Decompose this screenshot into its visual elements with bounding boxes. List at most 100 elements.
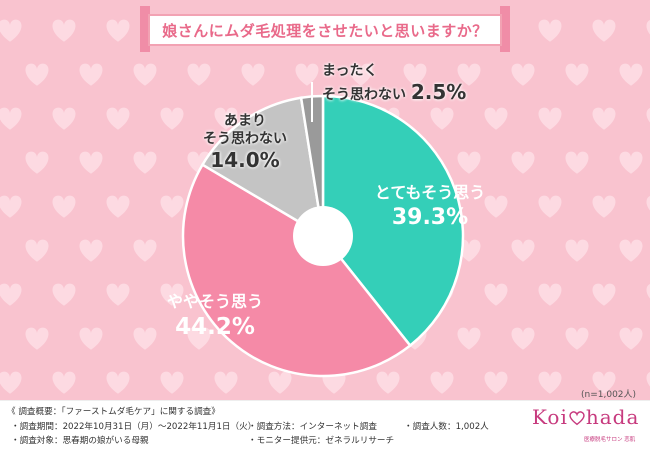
background-heart: [376, 371, 400, 394]
background-heart: [25, 63, 49, 86]
background-heart: [592, 283, 616, 306]
background-heart: [106, 283, 130, 306]
background-heart: [160, 371, 184, 394]
survey-footer: 《 調査概要：「ファーストムダ毛ケア」に関する調査》 ・調査期間：2022年10…: [0, 400, 650, 451]
slice-value-label: 14.0%: [210, 148, 280, 173]
background-heart: [160, 107, 184, 130]
background-heart: [295, 63, 319, 86]
background-heart: [619, 151, 643, 174]
background-heart: [79, 63, 103, 86]
background-heart: [241, 63, 265, 86]
background-heart: [457, 327, 481, 350]
slice-value-label: 2.5%: [410, 80, 467, 104]
background-heart: [349, 63, 373, 86]
logo-heart-icon: [569, 411, 585, 426]
background-heart: [484, 371, 508, 394]
background-heart: [538, 371, 562, 394]
background-heart: [160, 283, 184, 306]
background-heart: [52, 371, 76, 394]
pie-slice-2: [181, 163, 412, 378]
slice-category-line: そう思わない: [322, 87, 411, 103]
background-heart: [0, 195, 22, 218]
logo-text-right: hada: [585, 405, 640, 429]
slice-label-4: まったくそう思わない 2.5%: [322, 60, 482, 104]
background-heart: [484, 195, 508, 218]
background-heart: [565, 151, 589, 174]
background-heart: [565, 239, 589, 262]
background-heart: [214, 371, 238, 394]
background-heart: [79, 151, 103, 174]
background-heart: [0, 283, 22, 306]
background-heart: [0, 107, 22, 130]
pie-slice-3: [200, 96, 325, 239]
background-heart: [52, 107, 76, 130]
background-heart: [214, 107, 238, 130]
background-heart: [619, 239, 643, 262]
background-heart: [592, 19, 616, 42]
background-heart: [511, 327, 535, 350]
pie-slice-1: [321, 94, 465, 348]
background-heart: [646, 284, 650, 299]
background-heart: [79, 327, 103, 350]
survey-period: ・調査期間：2022年10月31日（月）～2022年11月1日（火）: [11, 422, 257, 432]
donut-chart: [181, 82, 465, 378]
survey-heading: 《 調査概要：「ファーストムダ毛ケア」に関する調査》: [7, 407, 220, 417]
background-heart: [52, 19, 76, 42]
background-heart: [646, 372, 650, 387]
sample-size-note: (n=1,002人): [581, 390, 637, 400]
chart-title: 娘さんにムダ毛処理をさせたいと思いますか？: [148, 14, 502, 46]
background-heart: [565, 63, 589, 86]
survey-method: ・調査方法：インターネット調査: [248, 422, 377, 432]
title-tab-left: [140, 6, 150, 52]
slice-category-line: あまり: [224, 113, 266, 129]
background-heart: [52, 195, 76, 218]
background-heart: [619, 327, 643, 350]
background-heart: [79, 239, 103, 262]
background-heart: [52, 283, 76, 306]
background-heart: [538, 283, 562, 306]
donut-hole: [293, 206, 353, 266]
slice-label-3: あまりそう思わない 14.0%: [190, 112, 300, 173]
background-heart: [106, 19, 130, 42]
background-heart: [565, 327, 589, 350]
survey-count: ・調査人数：1,002人: [404, 422, 489, 432]
background-heart: [511, 63, 535, 86]
background-heart: [430, 107, 454, 130]
background-heart: [592, 371, 616, 394]
background-heart: [592, 107, 616, 130]
slice-value-label: 39.3%: [391, 204, 469, 230]
background-heart: [25, 151, 49, 174]
background-heart: [592, 195, 616, 218]
background-heart: [619, 63, 643, 86]
background-heart: [646, 196, 650, 211]
slice-category-line: そう思わない: [203, 131, 287, 148]
background-heart: [484, 283, 508, 306]
background-heart: [457, 151, 481, 174]
background-heart: [646, 108, 650, 123]
logo-tagline: 医療脱毛サロン 恋肌: [584, 437, 636, 443]
slice-label-2: ややそう思う 44.2%: [150, 292, 280, 342]
background-heart: [0, 371, 22, 394]
title-tab-right: [500, 6, 510, 52]
background-heart: [403, 63, 427, 86]
background-heart: [106, 195, 130, 218]
background-heart: [160, 195, 184, 218]
slice-category-line: まったく: [322, 63, 378, 79]
background-heart: [133, 239, 157, 262]
background-heart: [511, 151, 535, 174]
background-heart: [133, 327, 157, 350]
background-heart: [511, 239, 535, 262]
background-heart: [25, 327, 49, 350]
slice-value-label: 44.2%: [175, 313, 255, 340]
background-heart: [538, 19, 562, 42]
survey-target: ・調査対象：思春期の娘がいる母親: [11, 436, 149, 446]
background-heart: [268, 371, 292, 394]
background-heart: [25, 239, 49, 262]
background-heart: [646, 20, 650, 35]
logo-text-left: Koi: [532, 405, 568, 429]
background-heart: [430, 371, 454, 394]
slice-category-line: ややそう思う: [166, 292, 263, 311]
background-heart: [538, 195, 562, 218]
survey-monitor: ・モニター提供元：ゼネラルリサーチ: [248, 436, 395, 446]
